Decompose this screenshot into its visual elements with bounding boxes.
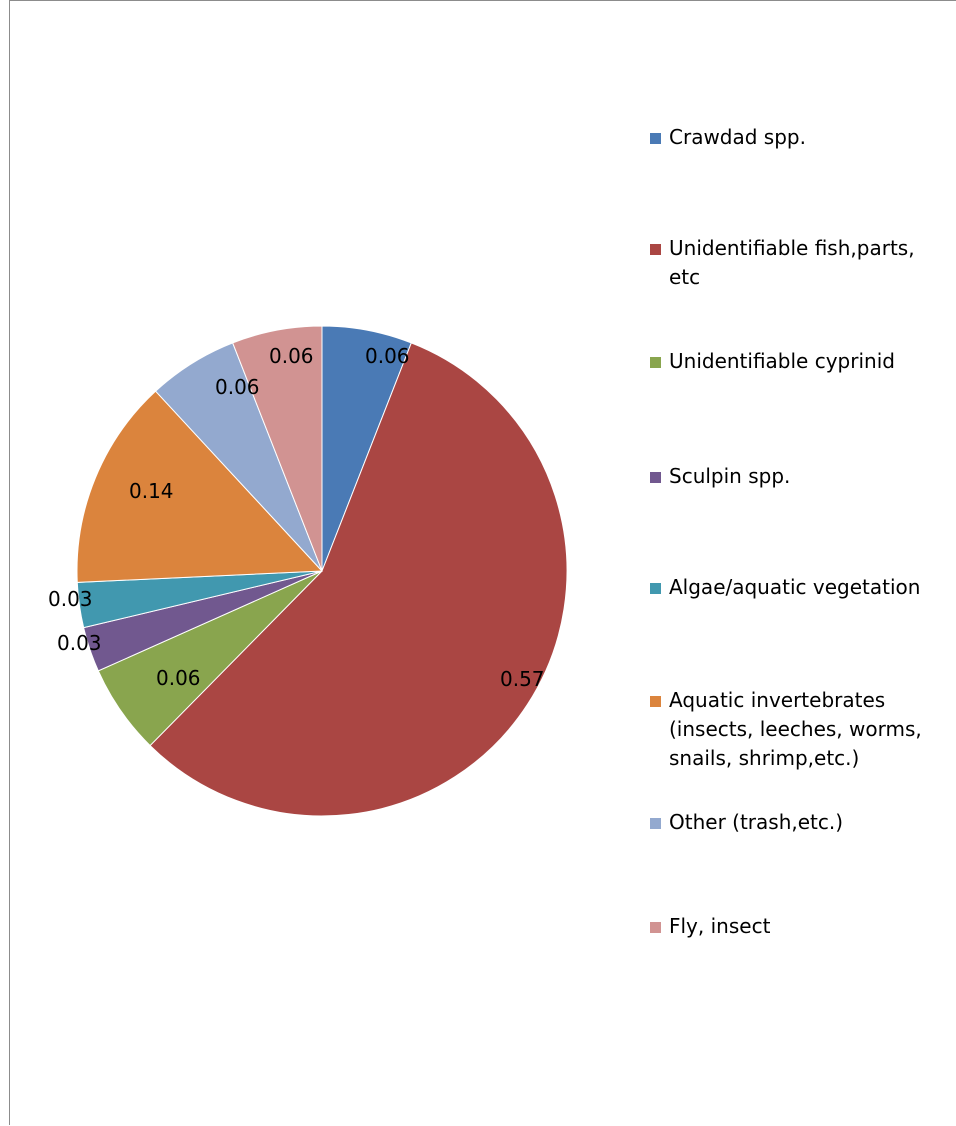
legend-item: Algae/aquatic vegetation <box>650 575 920 599</box>
legend-item: Fly, insect <box>650 914 771 938</box>
legend-label: Fly, insect <box>669 914 771 938</box>
legend-label: Crawdad spp. <box>669 125 806 149</box>
legend-swatch <box>650 583 661 594</box>
legend-label: Unidentifiable cyprinid <box>669 349 895 373</box>
data-label: 0.14 <box>129 479 174 503</box>
legend-label: (insects, leeches, worms, <box>669 717 922 741</box>
legend-item: Aquatic invertebrates (insects, leeches, … <box>650 688 922 770</box>
legend-item: Crawdad spp. <box>650 125 806 149</box>
legend-swatch <box>650 133 661 144</box>
data-label: 0.03 <box>57 631 102 655</box>
data-labels: 0.06 0.57 0.06 0.03 0.03 0.14 0.06 0.06 <box>48 344 545 691</box>
data-label: 0.06 <box>269 344 314 368</box>
legend-item: Sculpin spp. <box>650 464 790 488</box>
data-label: 0.06 <box>215 375 260 399</box>
legend-label: Sculpin spp. <box>669 464 790 488</box>
data-label: 0.06 <box>365 344 410 368</box>
pie-slice <box>76 390 324 583</box>
legend-swatch <box>650 472 661 483</box>
legend-label: Unidentifiable fish,parts, <box>669 236 915 260</box>
legend-swatch <box>650 696 661 707</box>
legend-swatch <box>650 922 661 933</box>
pie-slice <box>149 342 568 817</box>
data-label: 0.57 <box>500 667 545 691</box>
data-label: 0.06 <box>156 666 201 690</box>
chart-area: 0.06 0.57 0.06 0.03 0.03 0.14 0.06 0.06 Crawdad… <box>9 0 956 1125</box>
legend-swatch <box>650 357 661 368</box>
pie-slice <box>232 325 323 572</box>
legend-label: Other (trash,etc.) <box>669 810 843 834</box>
pie-chart: 0.06 0.57 0.06 0.03 0.03 0.14 0.06 0.06 Crawdad… <box>48 125 922 938</box>
legend-item: Unidentifiable fish,parts, etc <box>650 236 915 289</box>
legend-label: snails, shrimp,etc.) <box>669 746 859 770</box>
legend-label: Aquatic invertebrates <box>669 688 885 712</box>
legend-swatch <box>650 244 661 255</box>
pie-slices <box>76 325 568 817</box>
legend-label: Algae/aquatic vegetation <box>669 575 920 599</box>
legend-label: etc <box>669 265 700 289</box>
legend-swatch <box>650 818 661 829</box>
legend-item: Unidentifiable cyprinid <box>650 349 895 373</box>
data-label: 0.03 <box>48 587 93 611</box>
legend-item: Other (trash,etc.) <box>650 810 843 834</box>
legend: Crawdad spp. Unidentifiable fish,parts, et… <box>650 125 922 938</box>
